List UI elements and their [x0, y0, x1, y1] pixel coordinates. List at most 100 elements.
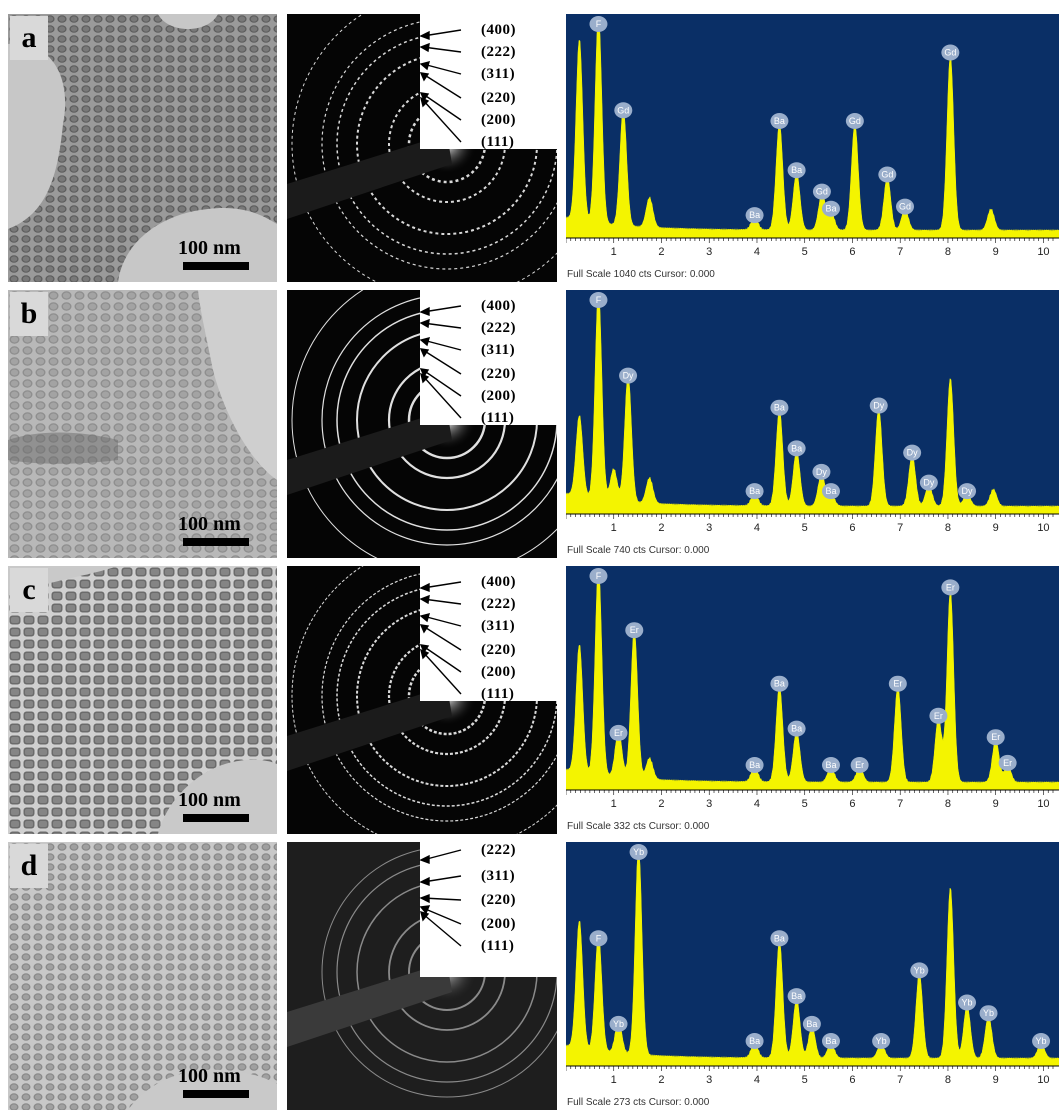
peak-label: Yb — [872, 1033, 891, 1050]
svg-text:Gd: Gd — [816, 187, 828, 197]
svg-text:Gd: Gd — [944, 48, 956, 58]
svg-text:Dy: Dy — [907, 448, 918, 458]
miller-index: (200) — [481, 916, 516, 932]
scale-bar-label: 100 nm — [178, 1065, 241, 1087]
svg-text:Ba: Ba — [825, 760, 836, 770]
miller-index: (111) — [481, 134, 515, 150]
svg-text:Ba: Ba — [774, 933, 785, 943]
svg-text:Yb: Yb — [633, 847, 644, 857]
x-tick-label: 1 — [611, 798, 617, 810]
peak-label: Er — [941, 579, 960, 596]
svg-text:Gd: Gd — [881, 170, 893, 180]
spectrum-trace — [566, 299, 1059, 515]
scale-bar-label: 100 nm — [178, 789, 241, 811]
x-tick-label: 4 — [754, 798, 760, 810]
svg-text:Ba: Ba — [749, 760, 760, 770]
peak-label: F — [589, 930, 608, 947]
peak-label: Er — [998, 754, 1017, 771]
peak-label: Ba — [821, 200, 840, 217]
eds-plot: 1 2 3 4 5 6 7 8 9 10 F Yb Yb Ba Ba Ba Ba Ba Yb Yb Yb Yb Yb — [566, 842, 1059, 1096]
peak-label: Gd — [845, 113, 864, 129]
eds-spectrum-a: 1 2 3 4 5 6 7 8 9 10 F Gd Ba Ba Ba Gd Ba Gd Gd Gd Gd Full Sc… — [566, 14, 1059, 282]
svg-text:Ba: Ba — [774, 679, 785, 689]
figure-row-b: b 100 nm — [0, 290, 1059, 558]
panel-letter: a — [10, 16, 48, 60]
scale-bar-label: 100 nm — [178, 513, 241, 535]
x-tick-label: 9 — [993, 798, 999, 810]
peak-label: Er — [609, 724, 628, 741]
svg-text:Ba: Ba — [791, 165, 802, 175]
peak-label: Ba — [745, 207, 764, 224]
svg-text:F: F — [596, 933, 602, 943]
peak-label: Er — [929, 707, 948, 724]
scale-bar — [183, 814, 249, 822]
svg-text:Yb: Yb — [962, 998, 973, 1008]
svg-text:Er: Er — [855, 760, 864, 770]
scale-bar — [183, 538, 249, 546]
figure-row-a: a 100 nm — [0, 14, 1059, 282]
peak-label: Yb — [979, 1005, 998, 1022]
x-tick-label: 7 — [897, 522, 903, 534]
x-tick-label: 8 — [945, 1074, 951, 1086]
svg-text:Ba: Ba — [749, 210, 760, 220]
svg-text:Ba: Ba — [791, 991, 802, 1001]
x-tick-label: 7 — [897, 246, 903, 258]
x-tick-label: 4 — [754, 522, 760, 534]
x-tick-label: 8 — [945, 246, 951, 258]
miller-index: (220) — [481, 892, 516, 908]
x-tick-label: 4 — [754, 246, 760, 258]
eds-spectrum-b: 1 2 3 4 5 6 7 8 9 10 F Dy Ba Ba Ba Dy Ba Dy Dy Dy Dy Full Sc… — [566, 290, 1059, 558]
x-tick-label: 1 — [611, 246, 617, 258]
peak-label: Gd — [941, 44, 960, 61]
x-tick-label: 2 — [658, 246, 664, 258]
miller-index: (222) — [481, 320, 516, 336]
x-tick-label: 6 — [849, 1074, 855, 1086]
miller-index: (222) — [481, 842, 516, 858]
svg-text:Ba: Ba — [825, 204, 836, 214]
spectrum-trace — [566, 23, 1059, 239]
x-tick-label: 2 — [658, 1074, 664, 1086]
miller-index: (311) — [481, 66, 516, 82]
eds-footer: Full Scale 1040 cts Cursor: 0.000 — [566, 268, 1059, 282]
spectrum-trace — [566, 575, 1059, 791]
tem-image-b: b 100 nm — [8, 290, 277, 558]
peak-label: Yb — [609, 1015, 628, 1032]
miller-index: (400) — [481, 298, 516, 314]
tem-micrograph — [8, 842, 277, 1110]
peak-label: Er — [850, 757, 869, 774]
miller-index: (400) — [481, 22, 516, 38]
x-tick-label: 5 — [802, 522, 808, 534]
peak-label: Ba — [821, 483, 840, 500]
miller-index: (200) — [481, 664, 516, 680]
peak-label: F — [589, 16, 608, 32]
svg-text:Dy: Dy — [623, 371, 634, 381]
peak-label: Ba — [802, 1015, 821, 1032]
saed-pattern-a: (400) (222) (311) (220) (200) (111) — [287, 14, 557, 282]
label-box — [420, 290, 557, 425]
peak-label: Ba — [770, 399, 789, 416]
miller-index: (200) — [481, 388, 516, 404]
svg-text:Dy: Dy — [816, 467, 827, 477]
peak-label: Yb — [910, 962, 929, 979]
label-box — [420, 14, 557, 149]
svg-text:Yb: Yb — [983, 1008, 994, 1018]
x-tick-label: 10 — [1037, 246, 1049, 258]
miller-index: (311) — [481, 618, 516, 634]
miller-index: (200) — [481, 112, 516, 128]
peak-label: Ba — [787, 162, 806, 179]
peak-label: Dy — [919, 474, 938, 491]
x-tick-label: 3 — [706, 522, 712, 534]
scale-bar — [183, 262, 249, 270]
peak-label: Ba — [745, 1033, 764, 1050]
peak-label: Gd — [812, 183, 831, 200]
x-tick-label: 9 — [993, 522, 999, 534]
svg-text:Gd: Gd — [849, 116, 861, 126]
tem-image-a: a 100 nm — [8, 14, 277, 282]
saed-pattern-b: (400) (222) (311) (220) (200) (111) — [287, 290, 557, 558]
peak-label: Ba — [770, 675, 789, 692]
miller-index: (222) — [481, 44, 516, 60]
peak-label: Dy — [619, 367, 638, 384]
svg-text:Ba: Ba — [825, 486, 836, 496]
svg-text:Er: Er — [946, 582, 955, 592]
peak-label: Ba — [770, 930, 789, 947]
